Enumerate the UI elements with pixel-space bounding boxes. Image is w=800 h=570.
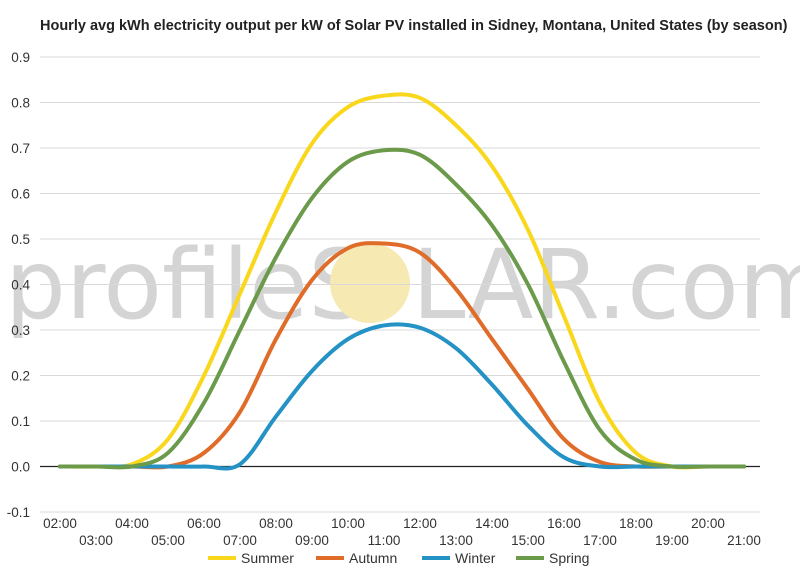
y-tick-label: 0.6 <box>11 187 30 202</box>
y-tick-label: 0.5 <box>11 232 30 247</box>
series-line-winter <box>58 322 746 471</box>
x-tick-label: 08:00 <box>259 516 293 531</box>
series-lines <box>58 92 746 471</box>
chart-title: Hourly avg kWh electricity output per kW… <box>40 18 788 34</box>
x-tick-label: 09:00 <box>295 533 329 548</box>
x-tick-label: 11:00 <box>368 533 401 548</box>
x-tick-label: 04:00 <box>115 516 149 531</box>
series-line-summer <box>58 92 746 470</box>
x-tick-label: 10:00 <box>331 516 365 531</box>
x-tick-label: 06:00 <box>187 516 221 531</box>
x-tick-label: 20:00 <box>691 516 725 531</box>
grid <box>40 56 760 513</box>
x-tick-label: 19:00 <box>655 533 689 548</box>
legend-label-winter: Winter <box>455 550 496 566</box>
y-axis-ticks: 0.9 0.8 0.7 0.6 0.5 0.4 0.3 0.2 0.1 0.0 -0.1 <box>7 50 31 520</box>
x-tick-label: 21:00 <box>727 533 761 548</box>
watermark-sun-icon <box>330 243 410 323</box>
y-tick-label: 0.3 <box>11 323 30 338</box>
legend-label-summer: Summer <box>241 550 294 566</box>
x-tick-label: 15:00 <box>511 533 545 548</box>
x-tick-label: 17:00 <box>583 533 617 548</box>
y-tick-label: 0.8 <box>11 96 30 111</box>
y-tick-label: 0.4 <box>11 278 30 293</box>
y-tick-label: 0.1 <box>11 414 30 429</box>
legend: Summer Autumn Winter Spring <box>208 550 589 566</box>
series-line-spring <box>58 147 746 470</box>
x-tick-label: 02:00 <box>43 516 77 531</box>
y-tick-label: 0.7 <box>11 141 30 156</box>
x-tick-label: 13:00 <box>439 533 473 548</box>
legend-label-autumn: Autumn <box>349 550 397 566</box>
x-tick-label: 12:00 <box>403 516 437 531</box>
legend-label-spring: Spring <box>549 550 589 566</box>
x-tick-label: 05:00 <box>151 533 185 548</box>
x-axis-ticks: 02:00 04:00 06:00 08:00 10:00 12:00 14:00 16:00… <box>43 516 761 548</box>
x-tick-label: 03:00 <box>79 533 113 548</box>
y-tick-label: 0.0 <box>11 460 30 475</box>
y-tick-label: 0.2 <box>11 369 30 384</box>
x-tick-label: 14:00 <box>475 516 509 531</box>
x-tick-label: 18:00 <box>619 516 653 531</box>
x-tick-label: 07:00 <box>223 533 257 548</box>
y-tick-label: -0.1 <box>7 505 30 520</box>
y-tick-label: 0.9 <box>11 50 30 65</box>
x-tick-label: 16:00 <box>547 516 581 531</box>
